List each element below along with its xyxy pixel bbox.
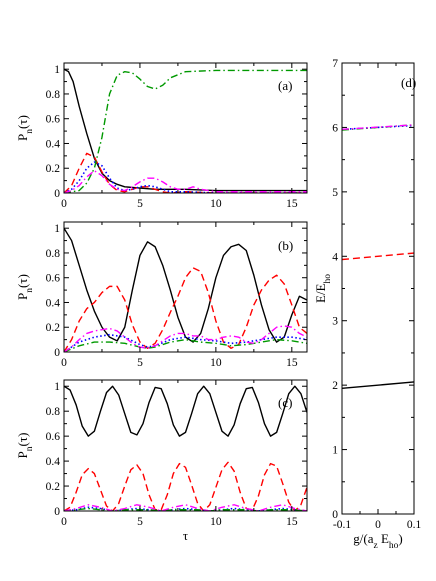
series-line-dashed-2: [64, 267, 307, 352]
y-axis-label: Pn(τ): [15, 274, 35, 300]
y-tick-label: 0.2: [46, 163, 61, 175]
y-tick-label: 3: [332, 316, 338, 328]
series-line-dashdot-5: [342, 124, 414, 131]
panel-label: (c): [278, 395, 292, 410]
panel-label: (d): [401, 75, 416, 90]
panel-label: (a): [278, 78, 292, 93]
x-tick-label: 15: [286, 357, 298, 369]
y-tick-label: 0: [54, 188, 60, 200]
plot-area: [64, 227, 307, 352]
series-line-dashdot-5: [64, 325, 307, 352]
y-tick-label: 7: [332, 58, 338, 70]
series-line-solid-1: [64, 227, 307, 343]
plot-frame: [63, 221, 308, 353]
y-tick-label: 0: [54, 347, 60, 359]
y-tick-label: 1: [54, 64, 60, 76]
y-tick-label: 4: [332, 251, 338, 263]
y-tick-label: 0.8: [46, 89, 61, 101]
y-tick-label: 0.4: [46, 138, 61, 150]
x-axis-label: τ: [183, 528, 188, 543]
series-line-dashdot-5: [64, 170, 307, 193]
series-line-solid-1: [64, 385, 307, 437]
series-line-dashdot-4: [64, 338, 307, 352]
y-tick-label: 6: [332, 122, 338, 134]
series-line-dashed-2: [64, 152, 307, 193]
x-tick-label: 15: [286, 516, 298, 528]
x-tick-label: 0: [61, 357, 67, 369]
series-line-dashdot-4: [64, 69, 307, 193]
x-tick-label: -0.1: [333, 519, 351, 531]
y-tick-label: 0.2: [46, 481, 61, 493]
y-axis-label: Pn(τ): [15, 433, 35, 459]
y-tick-label: 0.4: [46, 456, 61, 468]
x-tick-label: 5: [137, 357, 143, 369]
series-line-solid-1: [342, 381, 414, 390]
y-tick-label: 0.6: [46, 114, 61, 126]
series-line-dashdot-5: [64, 504, 307, 511]
y-tick-label: 0: [54, 506, 60, 518]
x-tick-label: 0.1: [407, 519, 422, 531]
y-tick-label: 1: [54, 223, 60, 235]
series-line-dashed-2: [342, 252, 414, 261]
x-tick-label: 5: [137, 516, 143, 528]
y-tick-label: 0.2: [46, 322, 61, 334]
y-axis-label: E/Eho: [313, 274, 333, 303]
y-tick-label: 0.4: [46, 297, 61, 309]
series-line-dotted-3: [64, 333, 307, 352]
plot-frame: [341, 62, 415, 515]
y-tick-label: 1: [54, 381, 60, 393]
x-tick-label: 0: [61, 198, 67, 210]
y-tick-label: 0.6: [46, 431, 61, 443]
y-tick-label: 0.6: [46, 273, 61, 285]
x-tick-label: 10: [210, 516, 222, 528]
x-tick-label: 0: [375, 519, 381, 531]
y-tick-label: 1: [332, 445, 338, 457]
plot-area: [64, 385, 307, 511]
series-line-dashed-2: [64, 461, 307, 511]
plot-frame: [63, 62, 308, 194]
y-tick-label: 0.8: [46, 248, 61, 260]
series-line-dotted-3: [64, 161, 307, 193]
y-axis-label: Pn(τ): [15, 115, 35, 141]
x-tick-label: 5: [137, 198, 143, 210]
x-tick-label: 10: [210, 198, 222, 210]
y-tick-label: 5: [332, 187, 338, 199]
y-tick-label: 0: [332, 509, 338, 521]
chart-panel-1: 0 5 10 15 0 0.2 0.4 0.6 0.8 1 (a) Pn(τ): [15, 62, 308, 210]
plot-area: [64, 68, 307, 193]
x-tick-label: 10: [210, 357, 222, 369]
chart-panel-3: 0 5 10 15 0 0.2 0.4 0.6 0.8 1 (c) Pn(τ) τ: [15, 379, 308, 543]
y-tick-label: 0.8: [46, 406, 61, 418]
x-axis-label: g/(az Eho): [353, 531, 402, 551]
x-tick-label: 15: [286, 198, 298, 210]
series-line-solid-1: [64, 68, 307, 192]
chart-panel-2: 0 5 10 15 0 0.2 0.4 0.6 0.8 1 (b) Pn(τ): [15, 221, 308, 369]
series-line-dotted-3: [64, 506, 307, 511]
panel-label: (b): [278, 238, 293, 253]
plot-area: [342, 124, 414, 390]
plot-frame: [63, 379, 308, 512]
series-line-dashdot-4: [64, 507, 307, 511]
y-tick-label: 2: [332, 380, 338, 392]
x-tick-label: 0: [61, 516, 67, 528]
